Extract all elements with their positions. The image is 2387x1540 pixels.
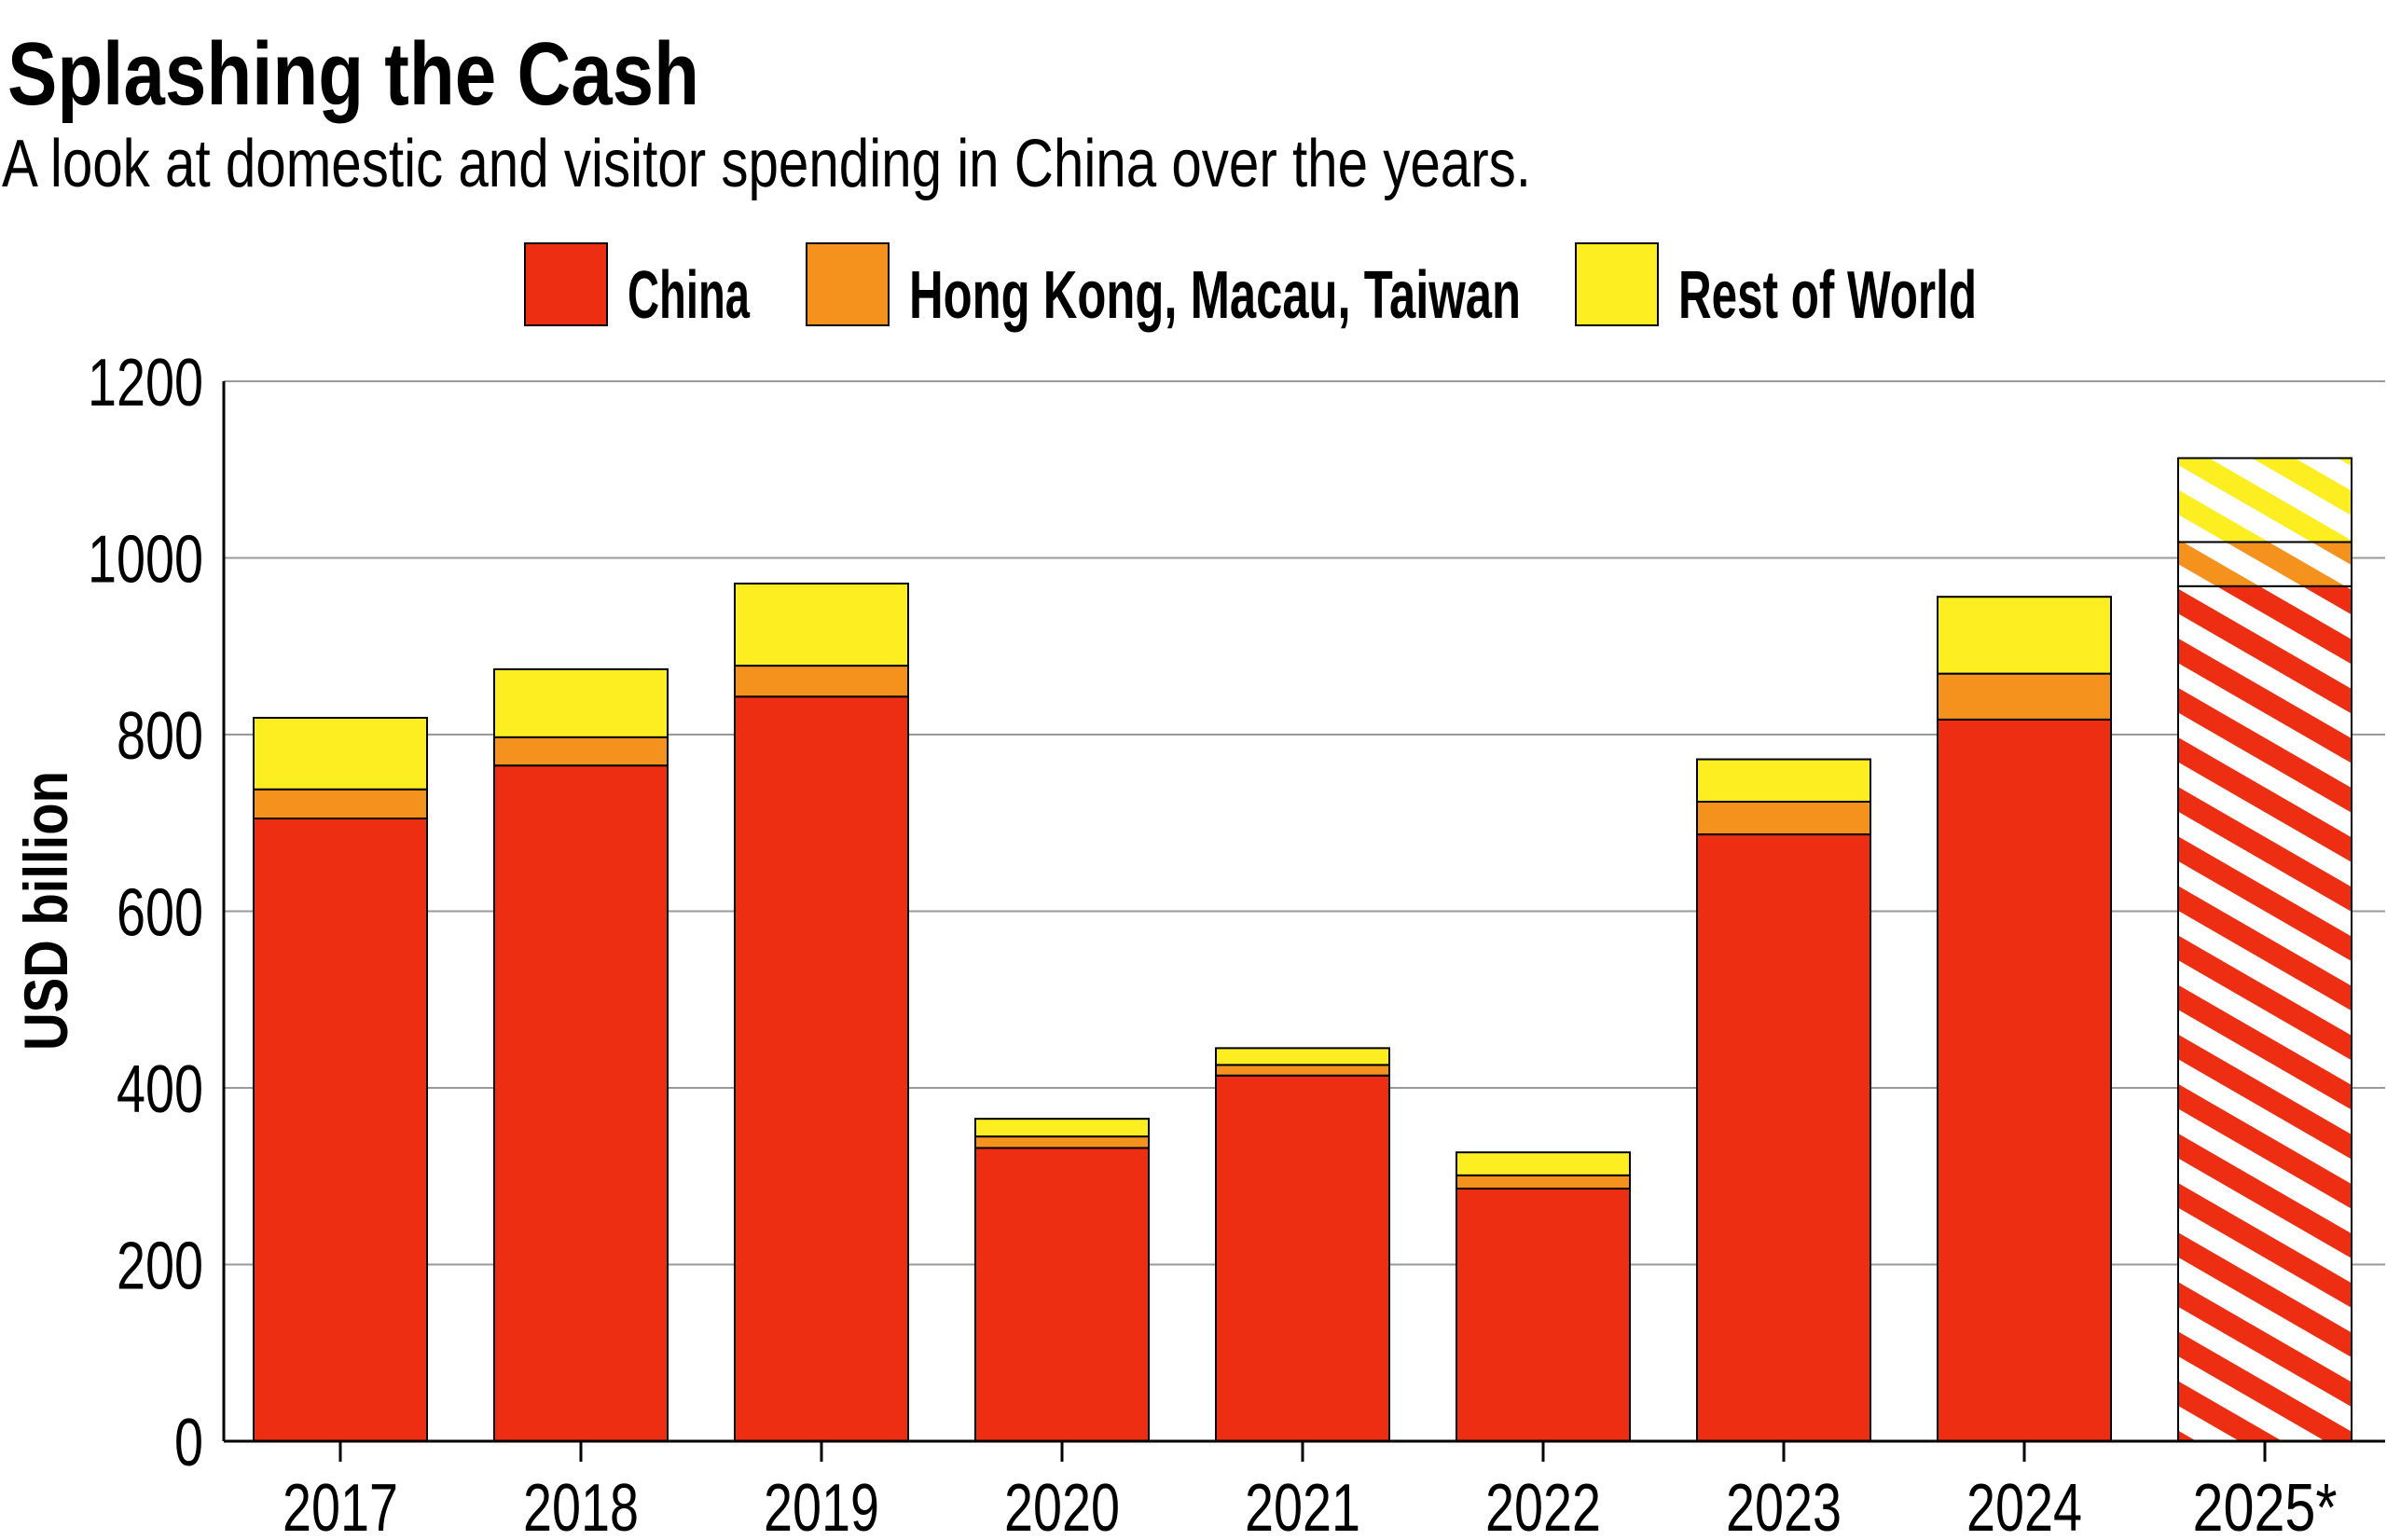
bar-segment-china-2018 [493,764,669,1442]
legend-label: Hong Kong, Macau, Taiwan [909,258,1521,333]
bar-segment-hong-kong-macau-taiwan-2023 [1696,801,1871,836]
bar-segment-hong-kong-macau-taiwan-2019 [734,665,909,698]
bar-segment-rest-of-world-2022 [1456,1151,1631,1176]
bar-segment-rest-of-world-2019 [734,582,909,667]
bar-segment-hong-kong-macau-taiwan-2017 [253,788,428,820]
bar-segment-rest-of-world-2018 [493,667,669,738]
legend-label: China [628,258,751,333]
bar-segment-hong-kong-macau-taiwan-2021 [1215,1064,1390,1077]
y-tick-label: 1000 [88,523,203,598]
bar-segment-china-2019 [734,695,909,1442]
bar-segment-hong-kong-macau-taiwan-2022 [1456,1174,1631,1190]
bar-segment-china-2023 [1696,833,1871,1442]
bar-segment-hong-kong-macau-taiwan-2024 [1937,672,2112,721]
bars [253,457,2353,1443]
bar-segment-hong-kong-macau-taiwan-2020 [974,1135,1150,1149]
bar-segment-hong-kong-macau-taiwan-2018 [493,736,669,767]
chart-title: Splashing the Cash [7,24,699,124]
y-axis-label: USD billion [11,771,80,1051]
bar-segment-rest-of-world-2021 [1215,1047,1390,1066]
y-tick-label: 1200 [88,346,203,420]
y-tick-label: 800 [117,699,203,774]
legend-swatch [1575,242,1659,326]
x-tick-label: 2019 [764,1471,879,1540]
chart-subtitle: A look at domestic and visitor spending … [2,127,1531,201]
bar-segment-rest-of-world-2023 [1696,758,1871,804]
x-tick-label: 2025* [2193,1471,2338,1540]
y-tick-label: 400 [117,1052,203,1127]
bar-segment-china-2017 [253,818,428,1442]
bar-segment-rest-of-world-2024 [1937,596,2112,675]
y-tick-label: 600 [117,876,203,951]
legend-swatch [524,242,608,326]
bar-segment-china-2025 [2177,584,2353,1442]
bar-segment-china-2022 [1456,1188,1631,1442]
x-tick-label: 2017 [283,1471,398,1540]
x-tick-label: 2021 [1245,1471,1360,1540]
legend-label: Rest of World [1678,258,1977,333]
axes: 0 200 400 600 800 1000 1200 2017 2018 2019 2020 202… [88,346,2385,1540]
legend-swatch [806,242,890,326]
bar-segment-hong-kong-macau-taiwan-2025 [2177,541,2353,587]
x-tick-label: 2023 [1726,1471,1842,1540]
x-tick-label: 2020 [1004,1471,1120,1540]
bar-segment-china-2021 [1215,1074,1390,1442]
x-tick-label: 2018 [523,1471,639,1540]
y-tick-label: 0 [174,1406,203,1480]
bar-segment-rest-of-world-2020 [974,1118,1150,1138]
bar-segment-rest-of-world-2025 [2177,457,2353,543]
y-tick-label: 200 [117,1230,203,1304]
x-tick-label: 2024 [1966,1471,2082,1540]
bar-segment-rest-of-world-2017 [253,716,428,791]
bar-segment-china-2024 [1937,718,2112,1442]
x-tick-label: 2022 [1485,1471,1601,1540]
legend: China Hong Kong, Macau, Taiwan Rest of Wor… [524,242,1977,333]
bar-segment-china-2020 [974,1147,1150,1443]
